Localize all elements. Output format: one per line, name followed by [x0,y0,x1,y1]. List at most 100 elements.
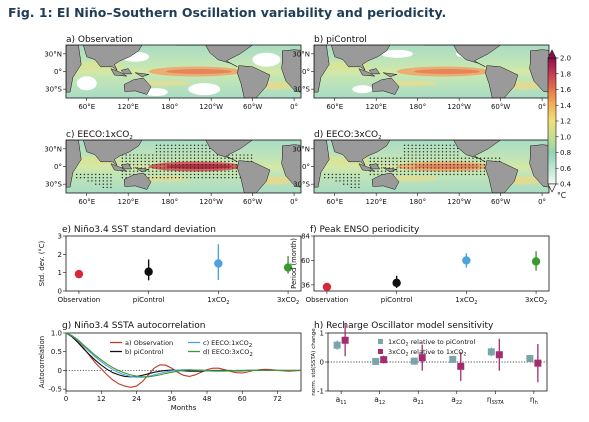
stipple-dot [79,173,82,176]
stipple-dot [125,154,127,156]
stipple-dot [407,173,410,176]
stipple-dot [216,170,219,172]
y-axis-label: Autocorrelation [38,336,46,388]
stipple-dot [468,164,470,166]
stipple-dot [231,170,234,172]
stipple-dot [102,173,105,176]
stipple-dot [350,186,353,189]
lat-tick-label: 30°S [293,86,310,94]
stipple-dot [155,144,158,146]
y-tick-label: 1 [320,330,324,338]
stipple-dot [460,167,463,169]
stipple-dot [434,147,436,150]
stipple-dot [411,164,413,166]
stipple-dot [331,176,334,179]
stipple-dot [445,154,448,156]
lon-tick-label: 60°W [491,103,510,111]
stipple-dot [453,147,455,150]
stipple-dot [350,183,353,185]
stipple-dot [182,170,184,172]
stipple-dot [468,173,470,176]
stipple-dot [159,154,162,156]
stipple-dot [403,173,406,176]
stipple-dot [136,157,139,159]
stipple-dot [346,183,349,185]
stipple-dot [426,173,429,176]
stipple-dot [133,164,135,166]
masked-area [76,76,97,91]
stipple-dot [235,154,238,156]
x-tick-label: piControl [381,296,413,304]
stipple-dot [76,176,78,179]
stipple-dot [373,157,375,159]
stipple-dot [106,180,108,182]
stipple-dot [209,167,211,169]
stipple-dot [197,173,200,176]
stipple-dot [441,151,444,153]
y-tick-label: 0 [58,367,62,375]
stipple-dot [415,160,417,163]
stipple-dot [106,173,108,176]
stipple-dot [434,173,436,176]
colorbar [547,57,557,185]
continent [371,77,400,95]
stipple-dot [430,170,432,172]
stipple-dot [415,164,417,166]
stipple-dot [159,160,162,163]
stipple-dot [224,160,226,163]
stipple-dot [163,154,165,156]
stipple-dot [411,144,413,146]
stipple-dot [98,176,101,179]
stipple-dot [209,151,211,153]
plot-frame [65,332,302,392]
stipple-dot [110,173,112,176]
stipple-dot [136,170,139,172]
stipple-dot [415,167,417,169]
stipple-dot [167,144,169,146]
stipple-dot [239,154,241,156]
stipple-dot [449,173,451,176]
land-mask [66,140,301,193]
stipple-dot [411,160,413,163]
stipple-dot [327,176,330,179]
stipple-dot [121,173,124,176]
stipple-dot [235,170,238,172]
stipple-dot [148,164,150,166]
continent [368,163,381,170]
stipple-dot [171,154,173,156]
stipple-dot [212,176,215,179]
stipple-dot [193,164,196,166]
stipple-dot [411,151,413,153]
stipple-dot [216,160,219,163]
stipple-dot [407,144,410,146]
stipple-dot [193,167,196,169]
stipple-dot [159,157,162,159]
lon-tick-label: 0° [538,198,546,206]
stipple-dot [400,164,402,166]
stipple-dot [129,170,131,172]
stipple-dot [152,157,154,159]
stipple-dot [324,176,326,179]
chart-title: h) Recharge Oscillator model sensitivity [314,321,494,331]
legend-label: 3xCO2 relative to 1xCO2 [388,348,466,358]
stipple-dot [453,167,455,169]
stipple-dot [155,151,158,153]
stipple-dot [83,176,86,179]
stipple-dot [400,173,402,176]
x-tick-label: Observation [58,296,101,304]
stipple-dot [415,154,417,156]
stipple-dot [136,164,139,166]
continent [358,163,375,172]
stipple-dot [83,173,86,176]
stipple-dot [438,164,440,166]
land-mask [66,45,301,98]
stipple-dot [182,160,184,163]
continent [281,49,301,93]
plot-frame [313,235,550,292]
data-point [283,263,293,272]
stipple-dot [388,160,391,163]
stipple-dot [457,157,459,159]
stipple-dot [346,180,349,182]
data-point [534,359,542,367]
stipple-dot [479,160,482,163]
